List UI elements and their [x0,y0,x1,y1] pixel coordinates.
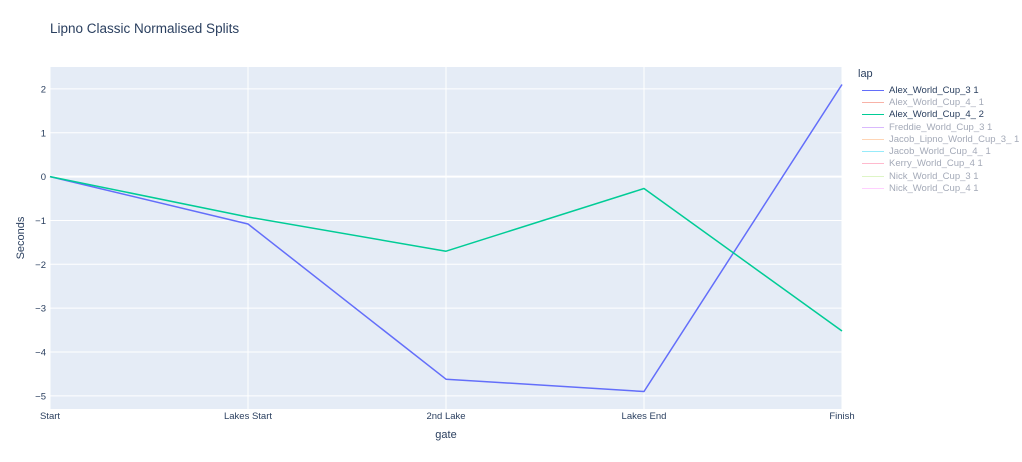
legend-item[interactable]: Jacob_Lipno_World_Cup_3_ 1 [858,133,1019,145]
series-lines [49,84,843,393]
legend-swatch [862,101,884,103]
series-line-2[interactable] [49,175,843,332]
legend-label: Freddie_World_Cup_3 1 [889,121,993,133]
y-axis-label: Seconds [15,216,27,259]
legend-label: Alex_World_Cup_4_ 2 [889,109,984,121]
x-tick-label: Start [40,411,60,422]
legend-item[interactable]: Alex_World_Cup_3 1 [858,84,1019,96]
y-tick-label: 0 [41,172,46,183]
y-tick-label: 2 [41,84,46,95]
x-axis-label: gate [435,429,456,441]
legend-item[interactable]: Nick_World_Cup_3 1 [858,170,1019,182]
x-tick-labels: Start Lakes Start 2nd Lake Lakes End Finish [40,411,855,422]
y-tick-label: −1 [35,216,46,227]
legend-label: Jacob_World_Cup_4_ 1 [889,146,991,158]
legend-label: Jacob_Lipno_World_Cup_3_ 1 [889,133,1020,145]
y-tick-labels: 2 1 0 −1 −2 −3 −4 −5 [35,84,46,402]
legend-swatch [862,114,884,116]
legend-label: Nick_World_Cup_4 1 [889,183,979,195]
legend-label: Nick_World_Cup_3 1 [889,170,979,182]
legend-swatch [862,151,884,153]
y-tick-label: −5 [35,391,46,402]
legend-items: Alex_World_Cup_3 1 Alex_World_Cup_4_ 1 Ale… [858,84,1019,195]
y-tick-label: 1 [41,128,46,139]
legend-swatch [862,163,884,165]
legend-label: Alex_World_Cup_3 1 [889,84,979,96]
series-line-0[interactable] [49,84,843,393]
y-tick-label: −3 [35,304,46,315]
legend-item[interactable]: Alex_World_Cup_4_ 1 [858,96,1019,108]
legend-label: Kerry_World_Cup_4 1 [889,158,983,170]
x-tick-label: 2nd Lake [426,411,465,422]
x-tick-label: Lakes End [622,411,667,422]
legend-item[interactable]: Kerry_World_Cup_4 1 [858,158,1019,170]
x-tick-label: Finish [829,411,854,422]
legend-item[interactable]: Freddie_World_Cup_3 1 [858,121,1019,133]
legend-label: Alex_World_Cup_4_ 1 [889,96,984,108]
y-tick-label: −2 [35,260,46,271]
legend-swatch [862,89,884,91]
legend-swatch [862,188,884,190]
legend-item[interactable]: Nick_World_Cup_4 1 [858,182,1019,194]
legend-item[interactable]: Jacob_World_Cup_4_ 1 [858,145,1019,157]
legend: lap Alex_World_Cup_3 1 Alex_World_Cup_4_ … [858,68,1019,195]
x-tick-label: Lakes Start [224,411,272,422]
legend-item[interactable]: Alex_World_Cup_4_ 2 [858,109,1019,121]
y-tick-label: −4 [35,348,46,359]
legend-title: lap [858,68,873,80]
legend-swatch [862,126,884,128]
legend-swatch [862,138,884,140]
legend-swatch [862,175,884,177]
y-gridlines [50,88,842,397]
chart-title: Lipno Classic Normalised Splits [50,21,240,36]
